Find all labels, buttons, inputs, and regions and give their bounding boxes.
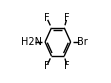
Text: Br: Br xyxy=(77,37,88,47)
Text: F: F xyxy=(64,61,70,71)
Text: F: F xyxy=(64,13,70,23)
Text: F: F xyxy=(44,61,50,71)
Text: H2N: H2N xyxy=(21,37,42,47)
Text: F: F xyxy=(44,13,50,23)
